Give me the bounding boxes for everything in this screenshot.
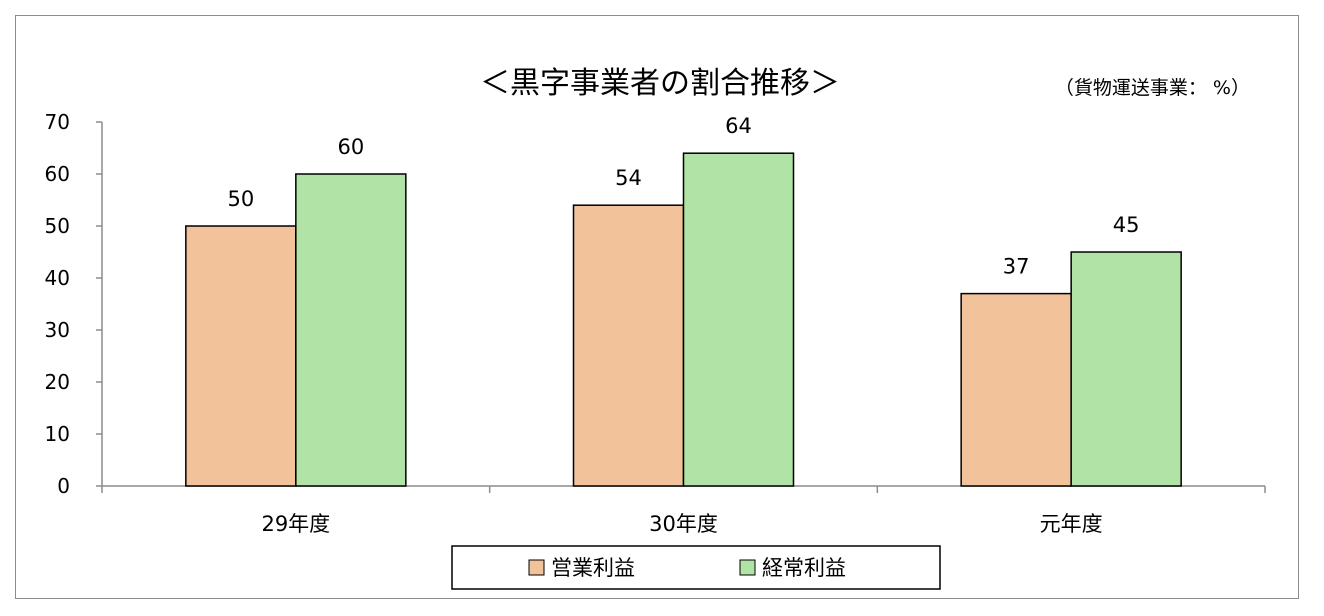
data-label: 60 xyxy=(337,135,364,159)
y-tick-label: 20 xyxy=(45,370,70,394)
bars xyxy=(185,152,1182,487)
legend: 営業利益 経常利益 xyxy=(451,545,941,590)
y-tick-label: 50 xyxy=(45,214,70,238)
y-axis: 0 10 20 30 40 50 60 70 xyxy=(45,110,103,498)
bar xyxy=(682,152,795,487)
bar xyxy=(960,292,1072,487)
data-label: 64 xyxy=(725,114,752,138)
bar xyxy=(185,225,297,487)
bar xyxy=(1070,251,1182,487)
data-label: 54 xyxy=(615,166,642,190)
legend-swatch-ordinary-profit xyxy=(739,559,756,576)
data-label: 37 xyxy=(1003,255,1030,279)
unit-note: （貨物運送事業： %） xyxy=(1055,77,1250,99)
legend-box xyxy=(451,545,941,590)
y-tick-label: 0 xyxy=(57,474,70,498)
x-axis: 29年度 30年度 元年度 xyxy=(101,485,1266,536)
legend-swatch-operating-profit xyxy=(528,559,545,576)
data-labels: 50 60 54 64 37 45 xyxy=(227,114,1139,278)
y-tick-label: 70 xyxy=(45,110,70,134)
x-category-label: 29年度 xyxy=(261,512,330,536)
bar xyxy=(295,173,407,487)
y-tick-label: 10 xyxy=(45,422,70,446)
legend-label-ordinary-profit: 経常利益 xyxy=(762,556,846,580)
y-tick-label: 30 xyxy=(45,318,70,342)
y-tick-label: 60 xyxy=(45,162,70,186)
bar xyxy=(572,204,685,487)
chart-title: ＜黒字事業者の割合推移＞ xyxy=(480,66,840,101)
data-label: 50 xyxy=(227,187,254,211)
x-category-label: 30年度 xyxy=(649,512,718,536)
y-tick-label: 40 xyxy=(45,266,70,290)
data-label: 45 xyxy=(1113,213,1140,237)
legend-label-operating-profit: 営業利益 xyxy=(551,556,635,580)
x-category-label: 元年度 xyxy=(1040,512,1103,536)
